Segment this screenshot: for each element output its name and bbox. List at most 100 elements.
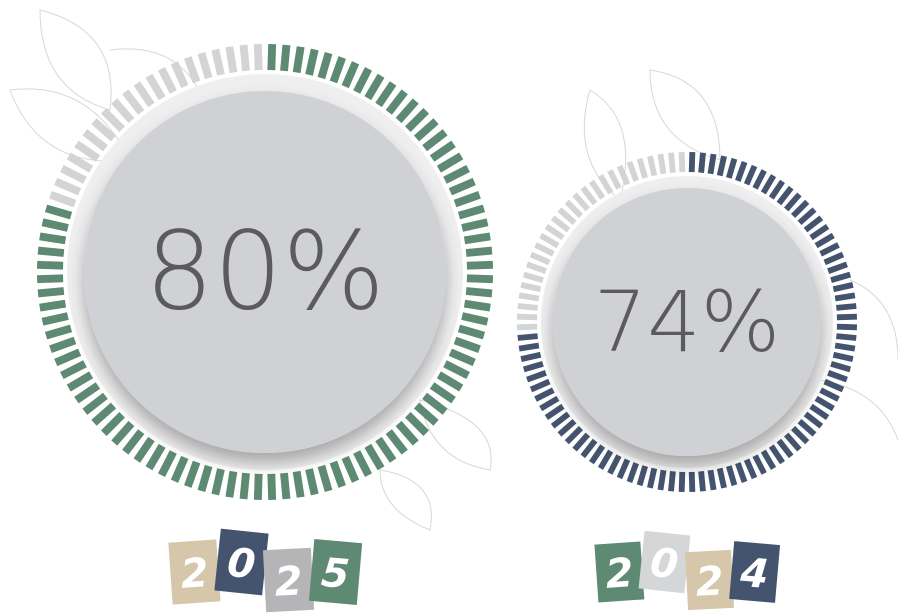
year-digit: 2 xyxy=(604,550,635,598)
gauge-segment xyxy=(379,83,394,105)
gauge-segment xyxy=(519,295,539,298)
gauge-segment xyxy=(42,222,67,228)
gauge-segment xyxy=(467,265,493,266)
gauge-segment xyxy=(462,222,487,228)
year-digit: 2 xyxy=(695,558,725,605)
gauge-segment xyxy=(345,457,355,481)
year-digit: 0 xyxy=(648,540,680,589)
gauge-segment xyxy=(297,472,301,498)
gauge-segment xyxy=(600,451,610,468)
year-digit: 2 xyxy=(179,550,210,598)
gauge-segment xyxy=(445,364,468,376)
gauge-segment xyxy=(771,181,782,198)
gauge-segment xyxy=(137,439,152,461)
gauge-segment xyxy=(174,63,184,87)
gauge-segment xyxy=(553,218,569,230)
gauge-segment xyxy=(831,275,850,281)
gauge-segment xyxy=(408,415,426,433)
gauge-segment xyxy=(201,466,208,491)
gauge-segment xyxy=(524,364,543,370)
gauge-segment xyxy=(575,194,588,209)
gauge-segment xyxy=(583,188,595,204)
gauge-segment xyxy=(368,76,381,98)
gauge-segment xyxy=(466,291,492,293)
gauge-segment xyxy=(800,421,815,434)
gauge-segment xyxy=(671,153,673,173)
gauge-segment xyxy=(309,469,315,494)
gauge-segment xyxy=(531,254,549,262)
gauges: 80%202574%2024 xyxy=(37,44,857,612)
gauge-segment xyxy=(793,202,807,216)
gauge-segment xyxy=(56,181,80,191)
gauge-segment xyxy=(445,168,468,180)
gauge-segment xyxy=(553,414,569,426)
gauge-segment xyxy=(527,264,546,271)
value-label: 74% xyxy=(594,273,781,371)
gauge-segment xyxy=(591,181,602,198)
year-tile: 4 xyxy=(729,541,780,603)
gauge-segment xyxy=(56,352,80,362)
gauge-segment xyxy=(333,462,342,486)
gauge-segment xyxy=(755,456,764,474)
gauge-segment xyxy=(284,473,286,499)
gauge-segment xyxy=(747,166,755,184)
gauge-segment xyxy=(546,226,563,237)
gauge-segment xyxy=(591,446,602,463)
gauge-segment xyxy=(629,463,636,482)
gauge-segment xyxy=(800,210,815,223)
gauge-segment xyxy=(389,92,405,113)
gauge-segment xyxy=(650,156,654,176)
gauge-segment xyxy=(258,474,259,500)
gauge-segment xyxy=(188,57,197,81)
gauge-segment xyxy=(37,278,63,279)
gauge-segment xyxy=(660,470,663,490)
gauge-segment xyxy=(629,162,636,181)
gauge-segment xyxy=(519,345,539,348)
gauge-segment xyxy=(786,194,799,209)
year-tile: 0 xyxy=(214,529,268,596)
gauge-segment xyxy=(793,428,807,442)
gauge-segment xyxy=(720,468,724,488)
year-tile: 0 xyxy=(639,531,691,593)
gauge-segment xyxy=(531,382,549,390)
gauge-segment xyxy=(833,285,853,289)
gauge-segment xyxy=(104,111,122,129)
gauge-segment xyxy=(333,57,342,81)
gauge-segment xyxy=(536,245,554,254)
gauge-segment xyxy=(462,316,487,322)
gauge-segment xyxy=(125,92,141,113)
year-digit: 0 xyxy=(225,540,257,589)
gauge-segment xyxy=(161,69,173,92)
gauge-segment xyxy=(50,340,74,349)
gauge-segment xyxy=(763,451,773,468)
gauge-segment xyxy=(806,218,822,230)
gauge-segment xyxy=(357,69,369,92)
gauge-segment xyxy=(835,345,855,348)
gauge-segment xyxy=(821,245,839,254)
gauge-segment xyxy=(816,398,833,408)
gauge-segment xyxy=(85,396,106,412)
gauge-segment xyxy=(94,406,114,423)
gauge-segment xyxy=(811,406,828,417)
gauge-segment xyxy=(640,466,646,485)
gauge-segment xyxy=(837,327,857,328)
gauge-segment xyxy=(271,44,272,70)
gauge-segment xyxy=(104,415,122,433)
gauge-segment xyxy=(85,132,106,148)
gauge-segment xyxy=(229,47,233,73)
gauge-segment xyxy=(763,176,773,193)
gauge-segment xyxy=(806,414,822,426)
gauge-segment xyxy=(546,406,563,417)
gauge-segment xyxy=(174,457,184,481)
gauge-segment xyxy=(389,432,405,453)
infographic: 80%202574%2024 xyxy=(0,0,898,613)
gauge-segment xyxy=(671,471,673,491)
gauge-segment xyxy=(821,390,839,399)
gauge-segment xyxy=(524,275,543,281)
gauge-segment xyxy=(450,181,474,191)
gauge-segment xyxy=(779,188,791,204)
gauge-segment xyxy=(201,53,208,78)
gauge-segment xyxy=(466,251,492,253)
gauge-segment xyxy=(459,328,484,335)
gauge-segment xyxy=(828,373,847,380)
